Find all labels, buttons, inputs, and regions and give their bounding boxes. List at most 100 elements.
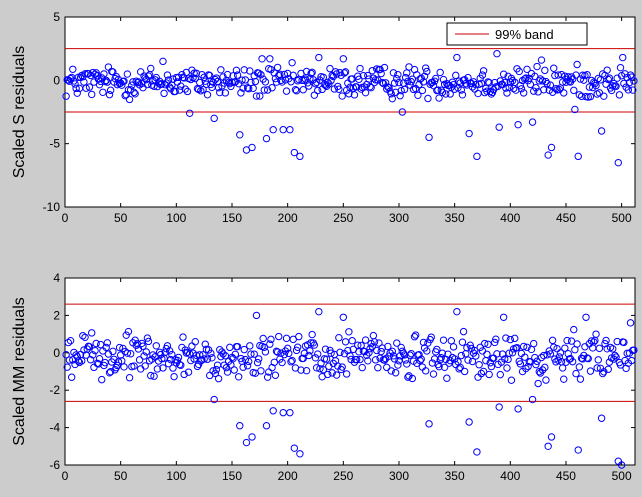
residual-point [573,60,581,69]
y-tick-label: -2 [49,383,60,397]
residual-point [422,367,430,375]
residual-point [534,379,542,388]
residual-point [600,92,608,100]
residual-point [435,94,443,102]
residual-point [339,55,348,63]
residual-point [418,86,427,95]
residual-point [620,79,628,88]
residual-point [420,72,429,80]
residual-point [443,374,451,382]
residual-point [387,90,395,98]
residual-point [609,345,617,353]
residual-point [383,363,391,372]
residual-point [72,84,80,93]
residual-point [603,66,611,74]
residual-point [541,66,549,75]
residual-point [247,350,255,358]
residual-point [547,433,556,441]
residual-point [255,355,263,363]
residual-point [523,65,531,74]
residual-point [355,348,363,356]
residual-point [113,361,122,370]
residual-point [75,358,84,367]
residual-point [378,78,386,87]
residual-point [398,347,407,355]
residual-point [311,354,320,362]
residual-point [261,78,270,86]
residual-point [473,152,481,161]
residual-point [453,53,461,62]
residual-point [613,74,621,82]
residual-point [259,334,267,343]
residual-point [371,76,380,84]
residual-point [211,75,219,84]
residual-point [555,353,563,361]
residual-point [92,339,100,348]
x-tick-label: 500 [612,469,632,483]
residual-point [517,85,526,93]
residual-point [295,332,303,341]
residual-point [271,371,280,379]
residual-point [574,446,582,454]
legend: 99% band [446,22,588,46]
residual-point [221,89,230,97]
residual-point [356,64,364,73]
residual-point [422,64,430,72]
residual-point [201,340,209,348]
residual-point [435,362,443,371]
residual-point [627,356,636,365]
residual-point [211,369,219,378]
residual-point [190,355,198,363]
residual-point [94,75,103,83]
residual-point [236,422,244,430]
panel-2: 0 50 100 150 200 250 300 350 400 450 500 -6 -4 -2 0 2 4 S… [11,271,638,483]
residual-point [505,83,513,92]
residual-point [243,362,252,370]
residual-point [366,82,374,91]
residual-point [502,84,510,92]
residual-point [266,340,274,348]
x-tick-label: 400 [500,211,520,225]
residual-point [529,339,538,348]
residual-point [121,91,129,100]
residual-point [296,152,304,161]
residual-point [105,369,114,377]
residual-point [85,343,94,351]
residual-point [160,89,168,98]
x-tick-label: 350 [445,211,465,225]
residual-point [503,364,511,372]
residual-point [217,66,225,74]
residual-point [88,90,96,99]
residual-point [522,364,530,373]
residual-point [365,349,373,357]
residual-point [143,80,152,89]
residual-point [288,58,296,67]
residual-point [123,349,132,357]
residual-point [231,350,240,358]
residual-point [501,355,509,363]
residual-point [419,78,428,86]
residual-point [249,84,257,93]
residual-point [269,407,277,415]
residual-point [546,350,555,358]
residual-point [115,343,124,352]
residual-point [204,71,213,79]
residual-point [437,353,445,362]
residual-point [394,361,402,369]
residual-point [144,72,153,80]
residual-point [505,349,513,357]
residual-point [118,81,126,89]
residual-point [62,92,70,100]
residual-point [582,313,590,321]
residual-point [152,342,160,350]
residual-point [306,347,314,355]
residual-point [233,71,242,79]
residual-point [477,369,486,378]
residual-point [434,86,442,94]
residual-point [429,370,438,378]
residual-point [290,444,299,452]
residual-point [557,70,566,79]
residual-point [436,68,444,77]
x-tick-label: 450 [556,211,576,225]
residual-point [170,372,178,381]
